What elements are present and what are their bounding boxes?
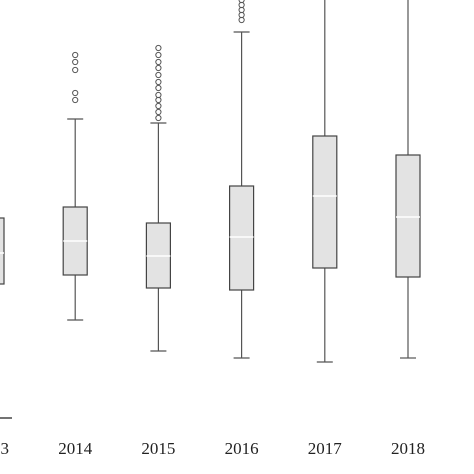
outlier <box>155 78 162 86</box>
outlier <box>155 71 162 79</box>
outlier <box>72 51 79 59</box>
x-tick-label: 2016 <box>225 439 259 458</box>
box <box>229 185 255 291</box>
outlier <box>155 84 162 92</box>
box <box>312 135 338 269</box>
outlier <box>155 64 162 72</box>
x-tick-label: 2018 <box>391 439 425 458</box>
outlier <box>155 114 162 122</box>
box <box>395 154 421 278</box>
outlier <box>72 58 79 66</box>
outlier <box>155 58 162 66</box>
outlier <box>72 66 79 74</box>
outlier <box>155 96 162 104</box>
outlier <box>238 16 245 24</box>
outlier <box>155 91 162 99</box>
x-tick-label: 2017 <box>308 439 343 458</box>
outlier <box>72 96 79 104</box>
x-tick-label: 2015 <box>141 439 175 458</box>
outlier <box>155 108 162 116</box>
outlier <box>238 1 245 9</box>
x-tick-label: 2014 <box>58 439 93 458</box>
x-tick-label: 2013 <box>0 439 9 458</box>
outlier <box>72 89 79 97</box>
outlier <box>238 6 245 14</box>
outlier <box>155 102 162 110</box>
outlier <box>155 44 162 52</box>
outlier <box>238 11 245 19</box>
outlier <box>155 51 162 59</box>
box <box>0 217 5 285</box>
